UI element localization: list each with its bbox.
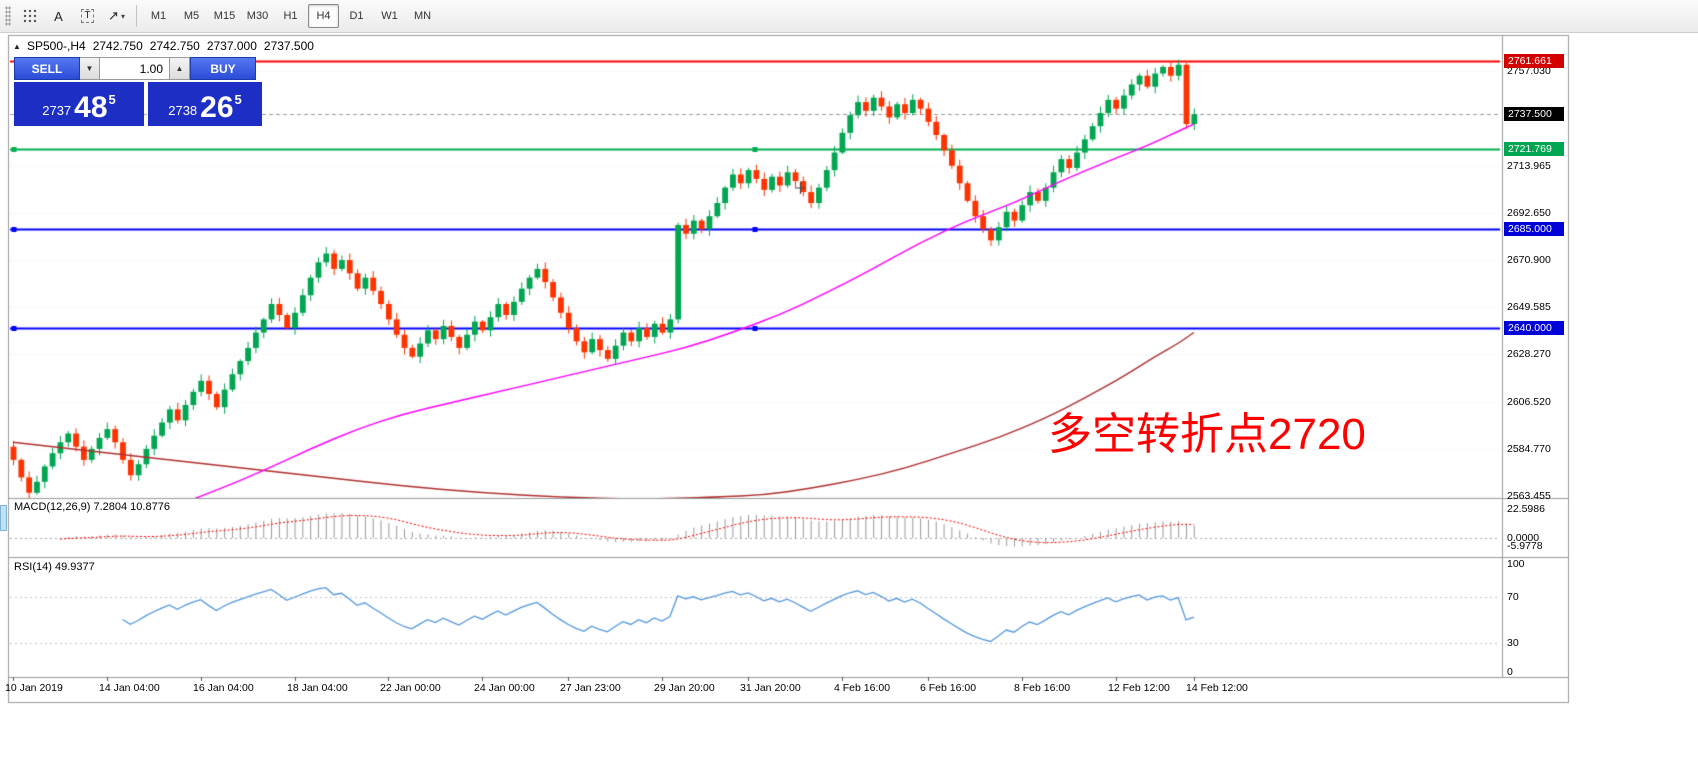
price-axis-label: 2628.270	[1507, 348, 1551, 360]
chart-ohlc-header: SP500-,H4 2742.750 2742.750 2737.000 2737.50…	[27, 39, 321, 53]
price-level-badge: 2761.661	[1504, 54, 1564, 68]
rsi-axis-label: 0	[1507, 666, 1513, 678]
price-axis-label: 2584.770	[1507, 443, 1551, 455]
price-axis-label: 2713.965	[1507, 160, 1551, 172]
time-axis-label: 24 Jan 00:00	[474, 682, 535, 694]
time-axis-label: 22 Jan 00:00	[380, 682, 441, 694]
buy-price-sup: 5	[234, 92, 242, 107]
docked-panel-edge	[0, 505, 7, 531]
time-axis-label: 8 Feb 16:00	[1014, 682, 1071, 694]
rsi-axis-label: 30	[1507, 637, 1519, 649]
rsi-axis-label: 100	[1507, 558, 1525, 570]
price-axis-label: 2649.585	[1507, 301, 1551, 313]
time-axis-label: 29 Jan 20:00	[654, 682, 715, 694]
price-axis-label: 2692.650	[1507, 207, 1551, 219]
macd-axis-label: 0.0000	[1507, 532, 1540, 544]
open-value: 2742.750	[92, 39, 143, 53]
price-axis-label: 2757.030	[1507, 65, 1551, 77]
price-level-badge: 2685.000	[1504, 222, 1564, 236]
time-axis-label: 12 Feb 12:00	[1108, 682, 1170, 694]
rsi-indicator-label: RSI(14) 49.9377	[14, 561, 95, 573]
time-axis-label: 6 Feb 16:00	[920, 682, 977, 694]
sell-quote[interactable]: 2737 48 5	[14, 82, 144, 126]
price-level-badge: 2737.500	[1504, 107, 1564, 121]
macd-axis-label: 22.5986	[1507, 503, 1545, 515]
time-axis-label: 14 Jan 04:00	[99, 682, 160, 694]
time-axis-label: 14 Feb 12:00	[1186, 682, 1248, 694]
volume-up-button[interactable]: ▲	[170, 57, 190, 80]
low-value: 2737.000	[206, 39, 257, 53]
volume-input[interactable]	[100, 57, 170, 80]
rsi-axis-label: 70	[1507, 591, 1519, 603]
chart-text-annotation[interactable]: 多空转折点2720	[1048, 410, 1366, 459]
high-value: 2742.750	[149, 39, 200, 53]
macd-indicator-label: MACD(12,26,9) 7.2804 10.8776	[14, 501, 170, 513]
time-axis-label: 27 Jan 23:00	[560, 682, 621, 694]
buy-quote[interactable]: 2738 26 5	[148, 82, 262, 126]
one-click-panel-toggle-icon[interactable]: ▲	[13, 42, 21, 51]
time-axis-label: 18 Jan 04:00	[287, 682, 348, 694]
sell-price-prefix: 2737	[42, 103, 72, 118]
price-level-badge: 2721.769	[1504, 142, 1564, 156]
sell-price-sup: 5	[108, 92, 116, 107]
one-click-trading-panel: SELL ▼ ▲ BUY 2737 48 5 2738 26 5	[14, 57, 262, 126]
volume-down-button[interactable]: ▼	[80, 57, 100, 80]
time-axis-label: 10 Jan 2019	[5, 682, 63, 694]
symbol-period-label: SP500-,H4	[27, 39, 86, 53]
macd-axis-label: -5.9778	[1507, 540, 1543, 552]
close-value: 2737.500	[263, 39, 314, 53]
price-axis-label: 2606.520	[1507, 396, 1551, 408]
price-axis-label: 2670.900	[1507, 254, 1551, 266]
buy-button[interactable]: BUY	[190, 57, 256, 80]
buy-price-prefix: 2738	[168, 103, 198, 118]
price-axis-label: 2563.455	[1507, 490, 1551, 502]
time-axis-label: 31 Jan 20:00	[740, 682, 801, 694]
time-axis-label: 16 Jan 04:00	[193, 682, 254, 694]
buy-price-big: 26	[200, 91, 234, 124]
sell-button[interactable]: SELL	[14, 57, 80, 80]
time-axis-label: 4 Feb 16:00	[834, 682, 891, 694]
price-level-badge: 2640.000	[1504, 321, 1564, 335]
sell-price-big: 48	[74, 91, 108, 124]
